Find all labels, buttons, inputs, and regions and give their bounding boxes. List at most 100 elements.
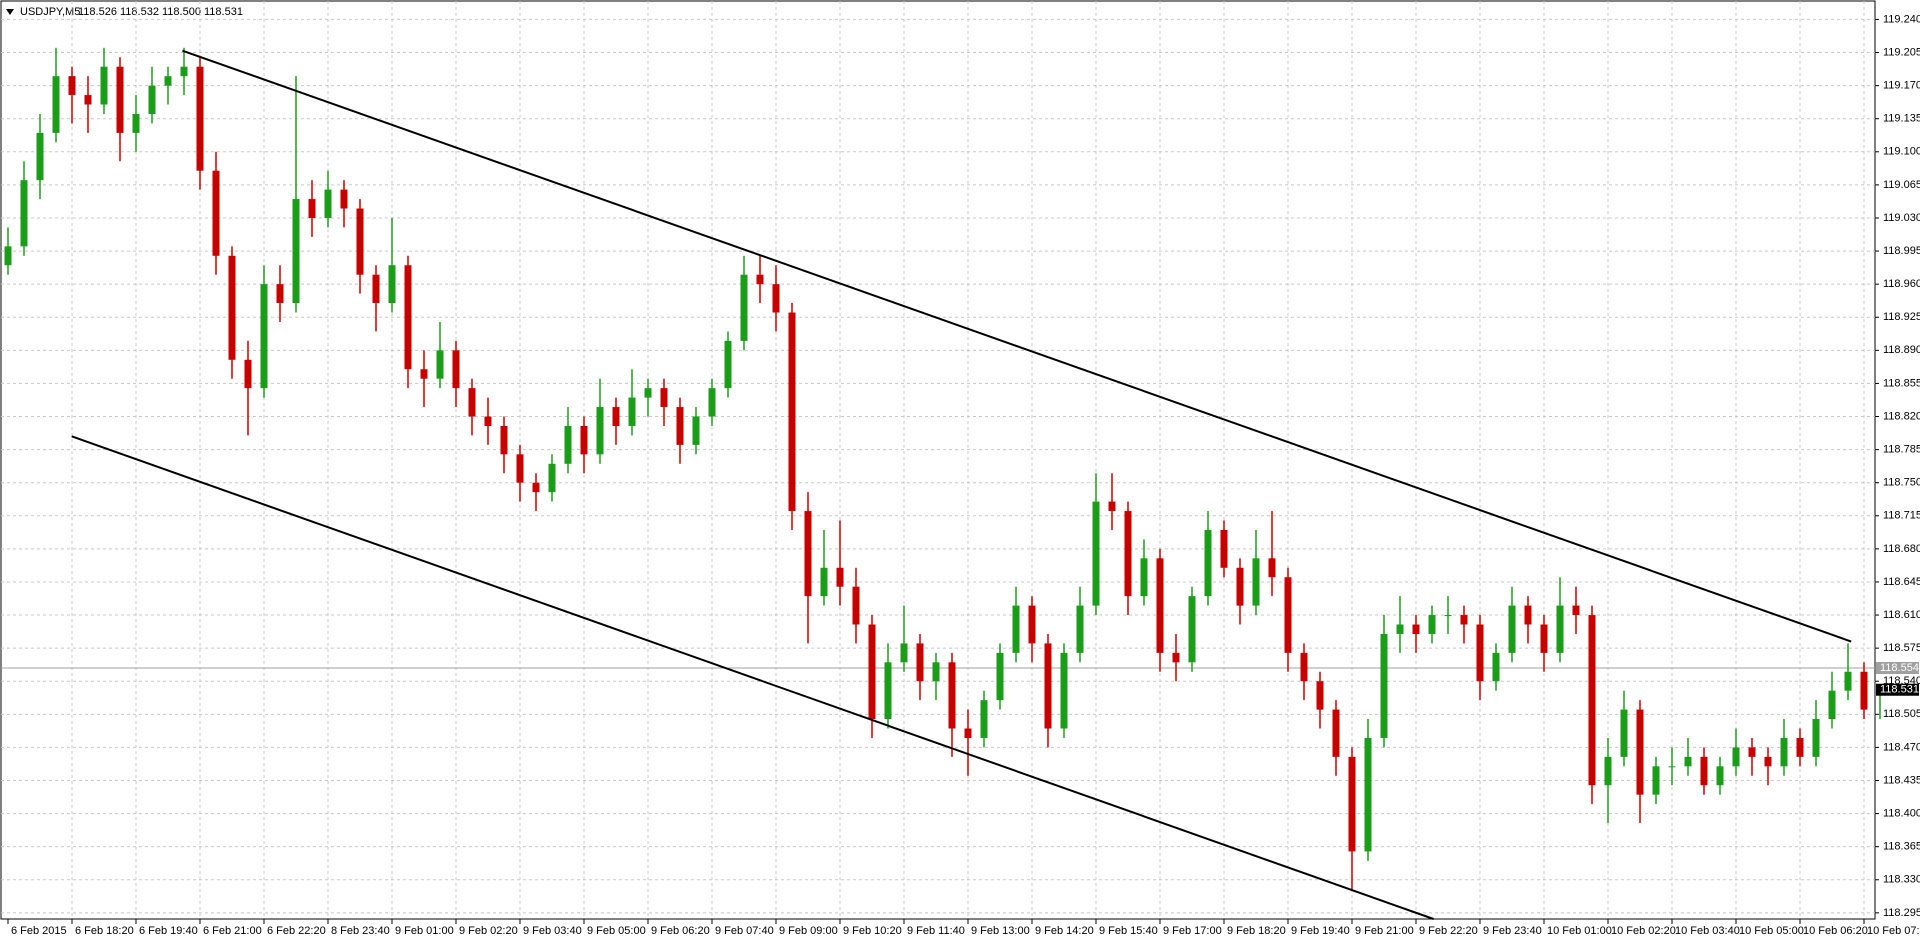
y-tick-label: 118.855	[1883, 377, 1920, 389]
candle-body	[1348, 756, 1356, 852]
x-tick-label: 6 Feb 19:40	[139, 925, 198, 937]
candle-body	[1796, 737, 1804, 757]
candle-body	[1156, 558, 1164, 653]
candle-body	[324, 189, 332, 218]
x-tick-label: 9 Feb 05:00	[587, 925, 646, 937]
y-tick-label: 118.750	[1883, 477, 1920, 489]
candle-body	[1828, 690, 1836, 720]
candle-body	[516, 454, 524, 483]
candle-body	[1252, 558, 1260, 606]
x-tick-label: 9 Feb 22:20	[1419, 925, 1478, 937]
candle-body	[1636, 709, 1644, 795]
price-box	[1876, 661, 1919, 674]
candle-body	[1012, 605, 1020, 653]
y-tick-label: 118.575	[1883, 642, 1920, 654]
x-tick-label: 10 Feb 03:40	[1675, 925, 1740, 937]
candle-body	[932, 662, 940, 682]
y-tick-label: 118.680	[1883, 543, 1920, 555]
candle-body	[436, 350, 444, 379]
candle-body	[1588, 615, 1596, 786]
candle-body	[1092, 501, 1100, 606]
x-tick-label: 9 Feb 18:20	[1227, 925, 1286, 937]
candle-body	[308, 199, 316, 218]
candle-body	[1604, 756, 1612, 786]
y-tick-label: 119.170	[1883, 80, 1920, 92]
candle-body	[388, 265, 396, 304]
candle-body	[420, 369, 428, 379]
x-tick-label: 6 Feb 22:20	[267, 925, 326, 937]
candle-body	[548, 463, 556, 493]
candle-body	[1412, 624, 1420, 634]
candle-body	[36, 132, 44, 181]
y-tick-label: 118.400	[1883, 807, 1920, 819]
candle-body	[788, 312, 796, 512]
candle-body	[836, 567, 844, 587]
candle-body	[724, 340, 732, 389]
y-tick-label: 119.100	[1883, 146, 1920, 158]
candle-body	[1172, 652, 1180, 663]
x-tick-label: 9 Feb 02:20	[459, 925, 518, 937]
candle-body	[1268, 558, 1276, 578]
candle-body	[756, 274, 764, 285]
candle-body	[132, 113, 140, 133]
candle-body	[1316, 681, 1324, 710]
candle-body	[100, 66, 108, 105]
candle-body	[564, 425, 572, 464]
x-tick-label: 10 Feb 07:40	[1867, 925, 1920, 937]
x-tick-label: 9 Feb 19:40	[1291, 925, 1350, 937]
y-tick-label: 118.995	[1883, 245, 1920, 257]
candle-body	[1444, 615, 1452, 617]
candle-body	[900, 643, 908, 663]
candle-body	[884, 662, 892, 720]
candle-body	[628, 397, 636, 426]
ohlc-text: 118.526 118.532 118.500 118.531	[78, 6, 243, 18]
price-box-label: 118.531	[1880, 684, 1919, 696]
y-tick-label: 118.505	[1883, 708, 1920, 720]
x-tick-label: 6 Feb 2015	[11, 925, 67, 937]
price-box-label: 118.554	[1880, 662, 1919, 674]
y-tick-label: 119.205	[1883, 46, 1920, 58]
candle-body	[1076, 605, 1084, 653]
y-tick-label: 118.470	[1883, 741, 1920, 753]
candle-body	[612, 407, 620, 426]
candle-body	[196, 66, 204, 171]
trend-line	[71, 435, 1434, 920]
candle-body	[660, 388, 668, 408]
candle-body	[772, 284, 780, 313]
y-tick-label: 119.135	[1883, 113, 1920, 125]
candle-body	[676, 407, 684, 445]
y-tick-label: 118.715	[1883, 510, 1920, 522]
x-tick-label: 9 Feb 13:00	[971, 925, 1030, 937]
candle-body	[52, 76, 60, 133]
candle-body	[260, 284, 268, 389]
candle-body	[276, 284, 284, 304]
candle-body	[804, 511, 812, 597]
candle-body	[1716, 766, 1724, 786]
candle-body	[1476, 624, 1484, 682]
x-tick-label: 9 Feb 01:00	[395, 925, 454, 937]
candle-body	[164, 76, 172, 86]
candle-body	[1524, 605, 1532, 625]
x-tick-label: 9 Feb 10:20	[843, 925, 902, 937]
candle-body	[116, 66, 124, 133]
candle-body	[964, 728, 972, 738]
menu-triangle[interactable]	[6, 9, 14, 15]
candle-body	[644, 388, 652, 398]
x-tick-label: 9 Feb 14:20	[1035, 925, 1094, 937]
candle-body	[500, 425, 508, 455]
y-tick-label: 118.820	[1883, 410, 1920, 422]
candle-body	[1044, 643, 1052, 729]
candle-body	[820, 567, 828, 597]
candle-body	[868, 624, 876, 720]
x-tick-label: 10 Feb 05:00	[1739, 925, 1804, 937]
candle-body	[1812, 719, 1820, 757]
candle-body	[916, 643, 924, 682]
candle-body	[1508, 605, 1516, 653]
candle-body	[1396, 624, 1404, 634]
x-tick-label: 9 Feb 15:40	[1099, 925, 1158, 937]
candle-body	[1284, 577, 1292, 653]
candle-body	[1300, 652, 1308, 682]
candle-body	[1732, 747, 1740, 767]
y-tick-label: 119.240	[1883, 13, 1920, 25]
